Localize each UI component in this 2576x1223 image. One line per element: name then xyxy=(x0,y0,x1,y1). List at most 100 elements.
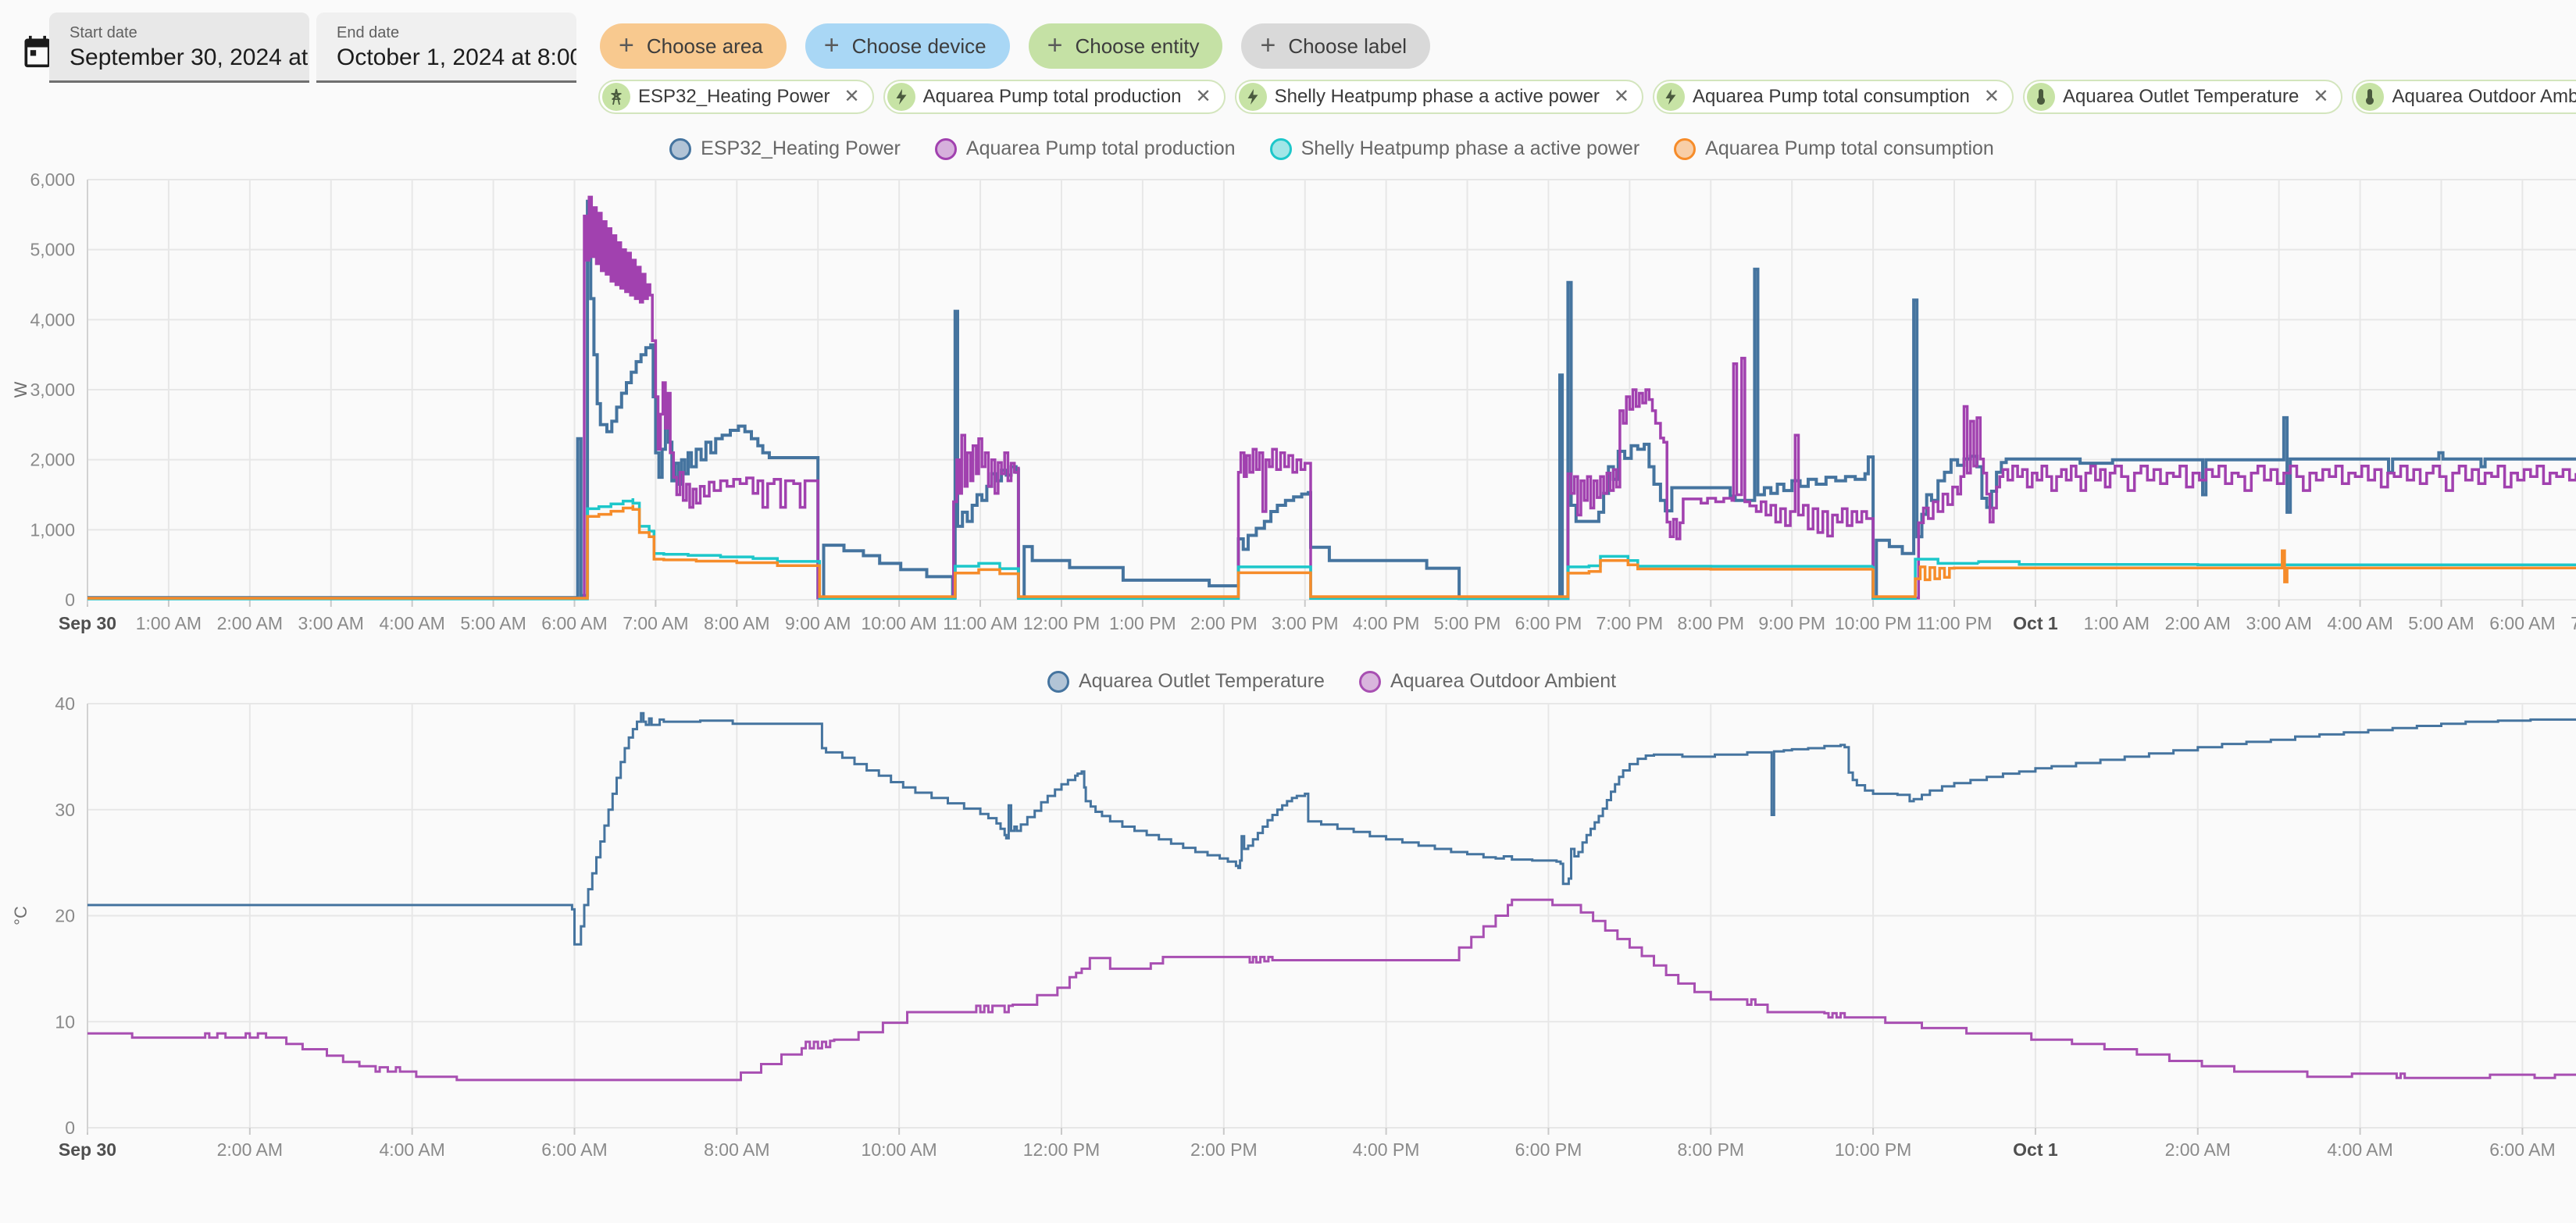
x-tick-label: 1:00 PM xyxy=(1109,613,1176,633)
chart-0: 0 1,000 2,000 3,000 4,000 5,000 6,000 Sep 30 1:0… xyxy=(11,169,2576,633)
x-tick-label: 12:00 PM xyxy=(1023,613,1100,633)
y-tick-label: 6,000 xyxy=(30,169,75,190)
start-date-label: Start date xyxy=(70,24,137,41)
legend-dot xyxy=(934,137,957,160)
legend-item-aquarea-outdoor-ambient[interactable]: Aquarea Outdoor Ambient xyxy=(1358,670,1616,693)
legend-item-aquarea-pump-total-production[interactable]: Aquarea Pump total production xyxy=(934,137,1236,160)
flash-icon xyxy=(1238,83,1267,111)
x-tick-label: 10:00 PM xyxy=(1835,613,1911,633)
legend-dot xyxy=(1674,137,1697,160)
close-icon[interactable]: ✕ xyxy=(1613,86,1629,107)
y-tick-label: 40 xyxy=(55,694,75,714)
choose-device-button[interactable]: + Choose device xyxy=(805,23,1010,69)
legend-item-shelly-heatpump-phase-a[interactable]: Shelly Heatpump phase a active power xyxy=(1269,137,1639,160)
x-tick-label: 4:00 AM xyxy=(379,1139,444,1160)
close-icon[interactable]: ✕ xyxy=(844,86,860,107)
x-tick-label: 4:00 AM xyxy=(2327,613,2392,633)
end-date-field[interactable]: End date October 1, 2024 at 8:00 AM xyxy=(316,12,576,83)
x-tick-label: 11:00 AM xyxy=(943,613,1017,633)
x-tick-label: 6:00 AM xyxy=(541,1139,607,1160)
chip-aquarea-outdoor-ambient[interactable]: Aquarea Outdoor Ambient ✕ xyxy=(2352,80,2576,114)
end-date-label: End date xyxy=(337,24,400,41)
x-tick-label: 5:00 AM xyxy=(2408,613,2474,633)
series-line-1 xyxy=(87,195,2576,601)
choose-label-button[interactable]: + Choose label xyxy=(1241,23,1431,69)
x-tick-label: 2:00 PM xyxy=(1190,613,1258,633)
legend-label: Aquarea Pump total production xyxy=(965,137,1236,159)
x-tick-label: 7:00 AM xyxy=(2571,613,2576,633)
x-tick-label: 12:00 PM xyxy=(1023,1139,1100,1160)
legend-item-esp32-heating-power[interactable]: ESP32_Heating Power xyxy=(669,137,901,160)
legend-label: Aquarea Pump total consumption xyxy=(1705,137,1994,159)
x-tick-label: 10:00 AM xyxy=(862,1139,937,1160)
chip-label: ESP32_Heating Power xyxy=(638,86,830,107)
x-tick-label: Sep 30 xyxy=(59,613,116,633)
x-tick-label: 6:00 AM xyxy=(2489,613,2555,633)
y-tick-label: 20 xyxy=(55,906,75,926)
choose-label-label: Choose label xyxy=(1288,34,1408,58)
chip-esp32-heating-power[interactable]: ESP32_Heating Power ✕ xyxy=(598,80,874,114)
y-tick-label: 5,000 xyxy=(30,240,75,260)
y-axis-unit: °C xyxy=(11,906,30,925)
calendar-icon[interactable] xyxy=(20,34,55,69)
close-icon[interactable]: ✕ xyxy=(2313,86,2329,107)
filter-buttons: + Choose area + Choose device + Choose e… xyxy=(600,23,1431,69)
x-tick-label: 6:00 AM xyxy=(2489,1139,2555,1160)
start-date-field[interactable]: Start date September 30, 2024 at 12:00 A xyxy=(49,12,309,83)
x-tick-label: Sep 30 xyxy=(59,1139,116,1160)
x-tick-label: 10:00 AM xyxy=(862,613,937,633)
x-tick-label: 8:00 PM xyxy=(1677,613,1744,633)
y-tick-label: 3,000 xyxy=(30,380,75,400)
thermometer-icon xyxy=(2026,83,2055,111)
chip-label: Aquarea Pump total production xyxy=(922,86,1182,107)
legend-item-aquarea-pump-total-consumption[interactable]: Aquarea Pump total consumption xyxy=(1674,137,1994,160)
choose-entity-button[interactable]: + Choose entity xyxy=(1028,23,1223,69)
close-icon[interactable]: ✕ xyxy=(1195,86,1211,107)
transmission-tower-icon xyxy=(602,83,630,111)
x-tick-label: 3:00 AM xyxy=(298,613,364,633)
flash-icon xyxy=(887,83,915,111)
series-line-1 xyxy=(87,898,2576,1082)
x-tick-label: 5:00 PM xyxy=(1434,613,1501,633)
x-tick-label: 2:00 AM xyxy=(217,1139,283,1160)
y-tick-label: 2,000 xyxy=(30,450,75,470)
legend-label: ESP32_Heating Power xyxy=(701,137,901,159)
x-tick-label: 6:00 PM xyxy=(1515,613,1582,633)
chip-aquarea-pump-total-production[interactable]: Aquarea Pump total production ✕ xyxy=(883,80,1226,114)
x-tick-label: 5:00 AM xyxy=(460,613,526,633)
x-tick-label: 2:00 PM xyxy=(1190,1139,1258,1160)
legend-dot xyxy=(1269,137,1292,160)
chip-aquarea-pump-total-consumption[interactable]: Aquarea Pump total consumption ✕ xyxy=(1652,80,2014,114)
chip-aquarea-outlet-temperature[interactable]: Aquarea Outlet Temperature ✕ xyxy=(2022,80,2343,114)
series-line-2 xyxy=(87,498,2576,601)
legend-item-aquarea-outlet-temperature[interactable]: Aquarea Outlet Temperature xyxy=(1047,670,1325,693)
series-line-0 xyxy=(87,711,2576,946)
chip-label: Aquarea Outlet Temperature xyxy=(2062,86,2299,107)
temp-chart-legend: Aquarea Outlet Temperature Aquarea Outdo… xyxy=(87,670,2576,693)
close-icon[interactable]: ✕ xyxy=(1983,86,2000,107)
choose-area-button[interactable]: + Choose area xyxy=(600,23,787,69)
y-tick-label: 1,000 xyxy=(30,519,75,540)
thermometer-icon xyxy=(2356,83,2385,111)
power-chart-legend: ESP32_Heating Power Aquarea Pump total p… xyxy=(87,137,2576,160)
x-tick-label: 6:00 AM xyxy=(541,613,607,633)
y-tick-label: 0 xyxy=(65,590,75,610)
x-tick-label: 9:00 PM xyxy=(1758,613,1825,633)
y-axis-unit: W xyxy=(11,381,30,398)
entity-chips: ESP32_Heating Power ✕ Aquarea Pump total… xyxy=(598,80,2576,114)
x-tick-label: 8:00 AM xyxy=(704,1139,769,1160)
x-tick-label: 2:00 AM xyxy=(217,613,283,633)
x-tick-label: 10:00 PM xyxy=(1835,1139,1911,1160)
chip-shelly-heatpump-phase-a[interactable]: Shelly Heatpump phase a active power ✕ xyxy=(1234,80,1643,114)
plus-icon: + xyxy=(1260,30,1276,60)
x-tick-label: 8:00 PM xyxy=(1677,1139,1744,1160)
x-tick-label: 4:00 AM xyxy=(2327,1139,2392,1160)
x-tick-label: 1:00 AM xyxy=(2084,613,2150,633)
y-tick-label: 4,000 xyxy=(30,309,75,330)
legend-dot xyxy=(669,137,692,160)
x-tick-label: 11:00 PM xyxy=(1917,613,1993,633)
x-tick-label: 1:00 AM xyxy=(136,613,202,633)
y-tick-label: 30 xyxy=(55,800,75,820)
